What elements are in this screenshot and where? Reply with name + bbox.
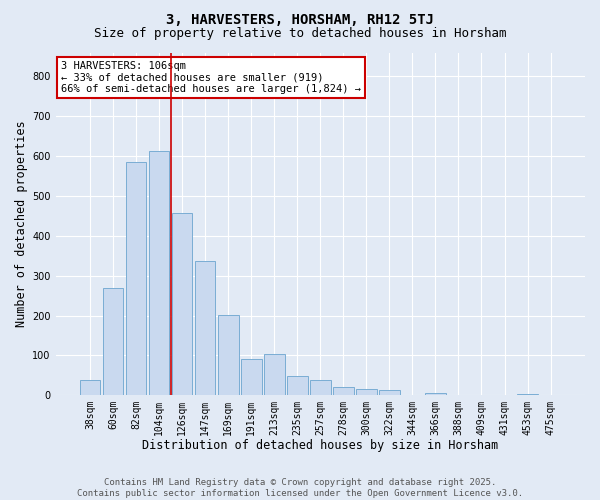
Text: Size of property relative to detached houses in Horsham: Size of property relative to detached ho… (94, 28, 506, 40)
Bar (80, 380, 100, 395)
Bar (241, 358, 262, 395)
Bar (103, 288, 124, 395)
Y-axis label: Number of detached properties: Number of detached properties (15, 120, 28, 327)
X-axis label: Distribution of detached houses by size in Horsham: Distribution of detached houses by size … (142, 440, 499, 452)
Text: Contains HM Land Registry data © Crown copyright and database right 2025.
Contai: Contains HM Land Registry data © Crown c… (77, 478, 523, 498)
Text: 3 HARVESTERS: 106sqm
← 33% of detached houses are smaller (919)
66% of semi-deta: 3 HARVESTERS: 106sqm ← 33% of detached h… (61, 61, 361, 94)
Bar (218, 315, 239, 395)
Text: 3, HARVESTERS, HORSHAM, RH12 5TJ: 3, HARVESTERS, HORSHAM, RH12 5TJ (166, 12, 434, 26)
Bar (125, 162, 146, 395)
Bar (287, 376, 308, 395)
Bar (195, 260, 215, 395)
Bar (333, 388, 353, 395)
Bar (356, 389, 377, 395)
Bar (264, 354, 284, 395)
Bar (517, 394, 538, 395)
Bar (310, 380, 331, 395)
Bar (425, 393, 446, 395)
Bar (172, 213, 193, 395)
Bar (149, 152, 169, 395)
Bar (379, 390, 400, 395)
